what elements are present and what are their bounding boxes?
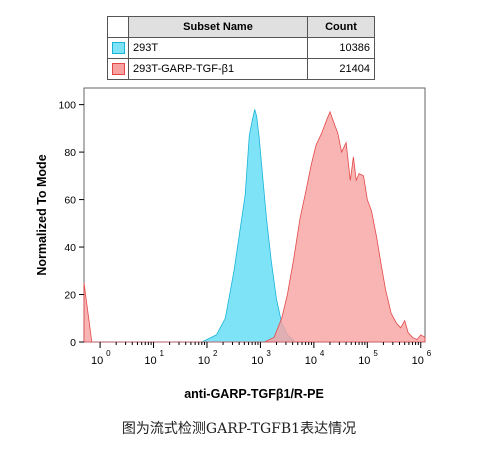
x-tick-exponent: 6 (427, 349, 432, 358)
legend-row: 293T-GARP-TGF-β1 21404 (107, 58, 375, 80)
y-tick-label: 80 (64, 147, 76, 159)
legend-swatch-cyan (111, 42, 125, 54)
legend-row-name: 293T-GARP-TGF-β1 (128, 58, 308, 80)
legend-table: Subset Name Count 293T 10386 293T-GARP-T… (107, 16, 375, 80)
y-axis: 0 20 40 60 80 100 (58, 100, 84, 349)
y-tick-label: 40 (64, 242, 76, 254)
series-area-transfected (83, 110, 426, 343)
x-tick-label: 10 (144, 355, 156, 367)
y-tick-label: 60 (64, 195, 76, 207)
y-tick-label: 20 (64, 290, 76, 302)
x-tick-exponent: 2 (213, 349, 218, 358)
x-tick-exponent: 4 (320, 349, 325, 358)
x-tick-exponent: 5 (373, 349, 378, 358)
series-layer (83, 109, 426, 343)
x-tick-label: 10 (91, 355, 103, 367)
x-tick-exponent: 1 (160, 349, 165, 358)
legend-header-name: Subset Name (128, 16, 308, 38)
figure-caption: 图为流式检测GARP-TGFB1表达情况 (121, 421, 357, 437)
y-axis-label: Normalized To Mode (35, 154, 49, 275)
x-tick-label: 10 (305, 355, 317, 367)
legend-row-count: 21404 (307, 58, 375, 80)
x-axis-label: anti-GARP-TGFβ1/R-PE (184, 387, 324, 401)
x-tick-label: 10 (198, 355, 210, 367)
y-tick-label: 0 (70, 337, 76, 349)
x-tick-label: 10 (412, 355, 424, 367)
x-tick-label: 10 (358, 355, 370, 367)
y-tick-label: 100 (58, 100, 76, 112)
x-tick-exponent: 3 (266, 349, 271, 358)
x-tick-exponent: 0 (106, 349, 111, 358)
legend-swatch-red (111, 63, 125, 75)
x-tick-label: 10 (251, 355, 263, 367)
